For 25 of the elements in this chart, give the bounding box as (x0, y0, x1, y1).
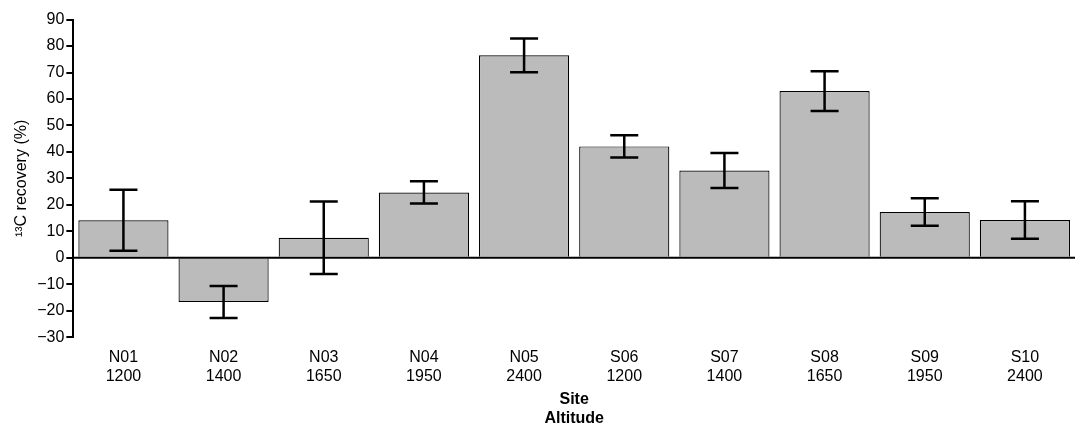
y-tick-label: 30 (46, 168, 65, 186)
y-tick-label: −10 (37, 274, 65, 292)
x-tick-label: S08 1650 (806, 348, 843, 385)
x-tick-label: S10 2400 (1007, 348, 1043, 385)
y-tick-label: 60 (46, 89, 65, 107)
y-tick-label: 80 (46, 36, 65, 54)
x-axis-title: Site Altitude (544, 389, 605, 426)
x-tick-label: N02 1400 (205, 348, 242, 385)
x-tick-label: S06 1200 (606, 348, 643, 385)
y-tick-label: 50 (46, 115, 65, 133)
y-tick-label: 40 (46, 142, 65, 160)
x-tick-label: N03 1650 (305, 348, 342, 385)
y-tick-label: 10 (46, 221, 65, 239)
y-tick-label: 90 (46, 10, 65, 28)
y-tick-label: 0 (55, 248, 65, 266)
y-tick-label: −30 (37, 327, 65, 345)
x-tick-label: S07 1400 (706, 348, 743, 385)
x-tick-label: N04 1950 (406, 348, 442, 385)
y-tick-label: 20 (46, 195, 65, 213)
y-tick-label: 70 (46, 62, 65, 80)
x-tick-label: N05 2400 (506, 348, 542, 385)
x-tick-label: S09 1950 (906, 348, 943, 385)
y-axis-title: ¹³C recovery (%) (12, 119, 30, 238)
x-tick-label: N01 1200 (105, 348, 142, 385)
y-tick-label: −20 (37, 301, 65, 319)
